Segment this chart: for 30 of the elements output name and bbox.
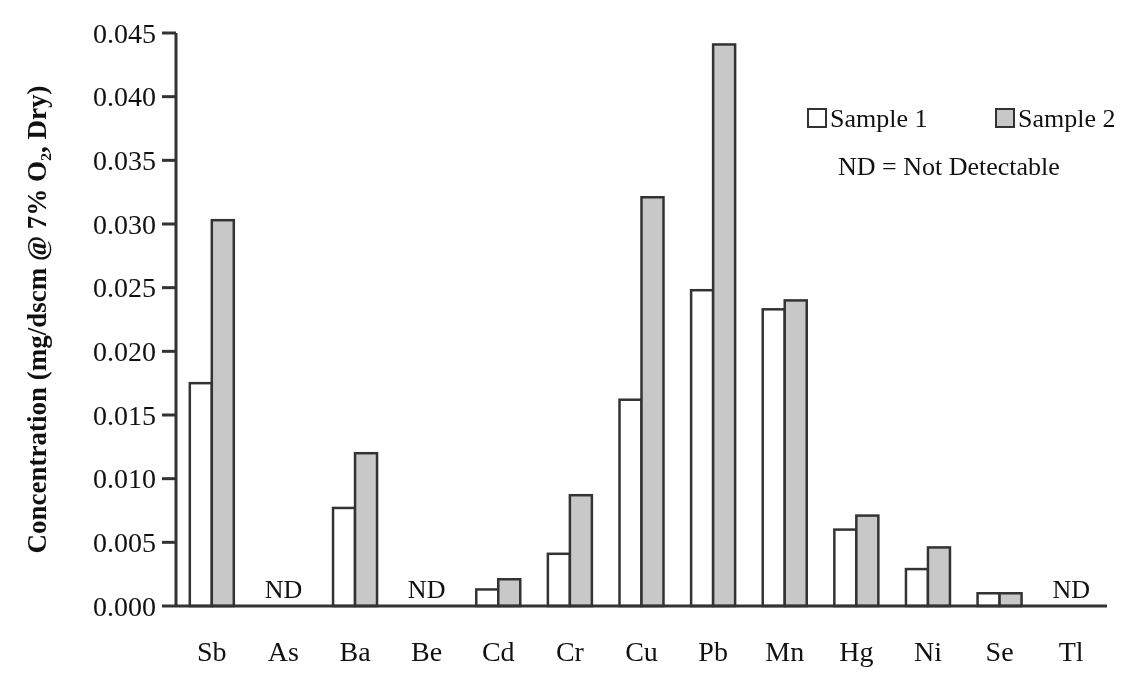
x-tick-label: Hg	[839, 636, 874, 667]
x-tick-label: Cu	[625, 636, 658, 667]
y-tick-label: 0.005	[93, 527, 156, 559]
y-tick-label: 0.045	[93, 17, 156, 49]
y-tick-label: 0.040	[93, 81, 156, 113]
x-tick-label: Sb	[197, 636, 227, 667]
x-tick-label: Cr	[555, 636, 585, 667]
x-tick-label: Se	[985, 636, 1014, 667]
y-tick-label: 0.030	[93, 208, 156, 240]
x-tick-label: Be	[411, 636, 443, 667]
y-tick-label: 0.010	[93, 463, 156, 495]
annotation: ND	[264, 575, 303, 604]
x-tick-label: Ba	[339, 636, 372, 667]
annotation: ND	[407, 575, 446, 604]
x-tick-label: Cd	[481, 636, 515, 667]
x-tick-label: As	[267, 636, 299, 667]
annotation: ND = Not Detectable	[838, 152, 1060, 182]
y-tick-label: 0.015	[93, 399, 156, 431]
x-tick-label: Mn	[765, 636, 805, 667]
legend-label: Sample 1	[830, 104, 928, 134]
y-tick-label: 0.000	[93, 590, 156, 622]
x-tick-label: Tl	[1058, 636, 1084, 667]
y-tick-label: 0.025	[93, 272, 156, 304]
x-tick-label: Ni	[913, 636, 943, 667]
x-tick-label: Pb	[698, 636, 728, 667]
annotation: ND	[1052, 575, 1090, 604]
y-tick-label: 0.035	[93, 145, 156, 177]
legend-label: Sample 2	[1018, 104, 1116, 134]
y-tick-label: 0.020	[93, 336, 156, 368]
y-axis-title: Concentration (mg/dscm @ 7% O₂, Dry)	[22, 85, 52, 554]
